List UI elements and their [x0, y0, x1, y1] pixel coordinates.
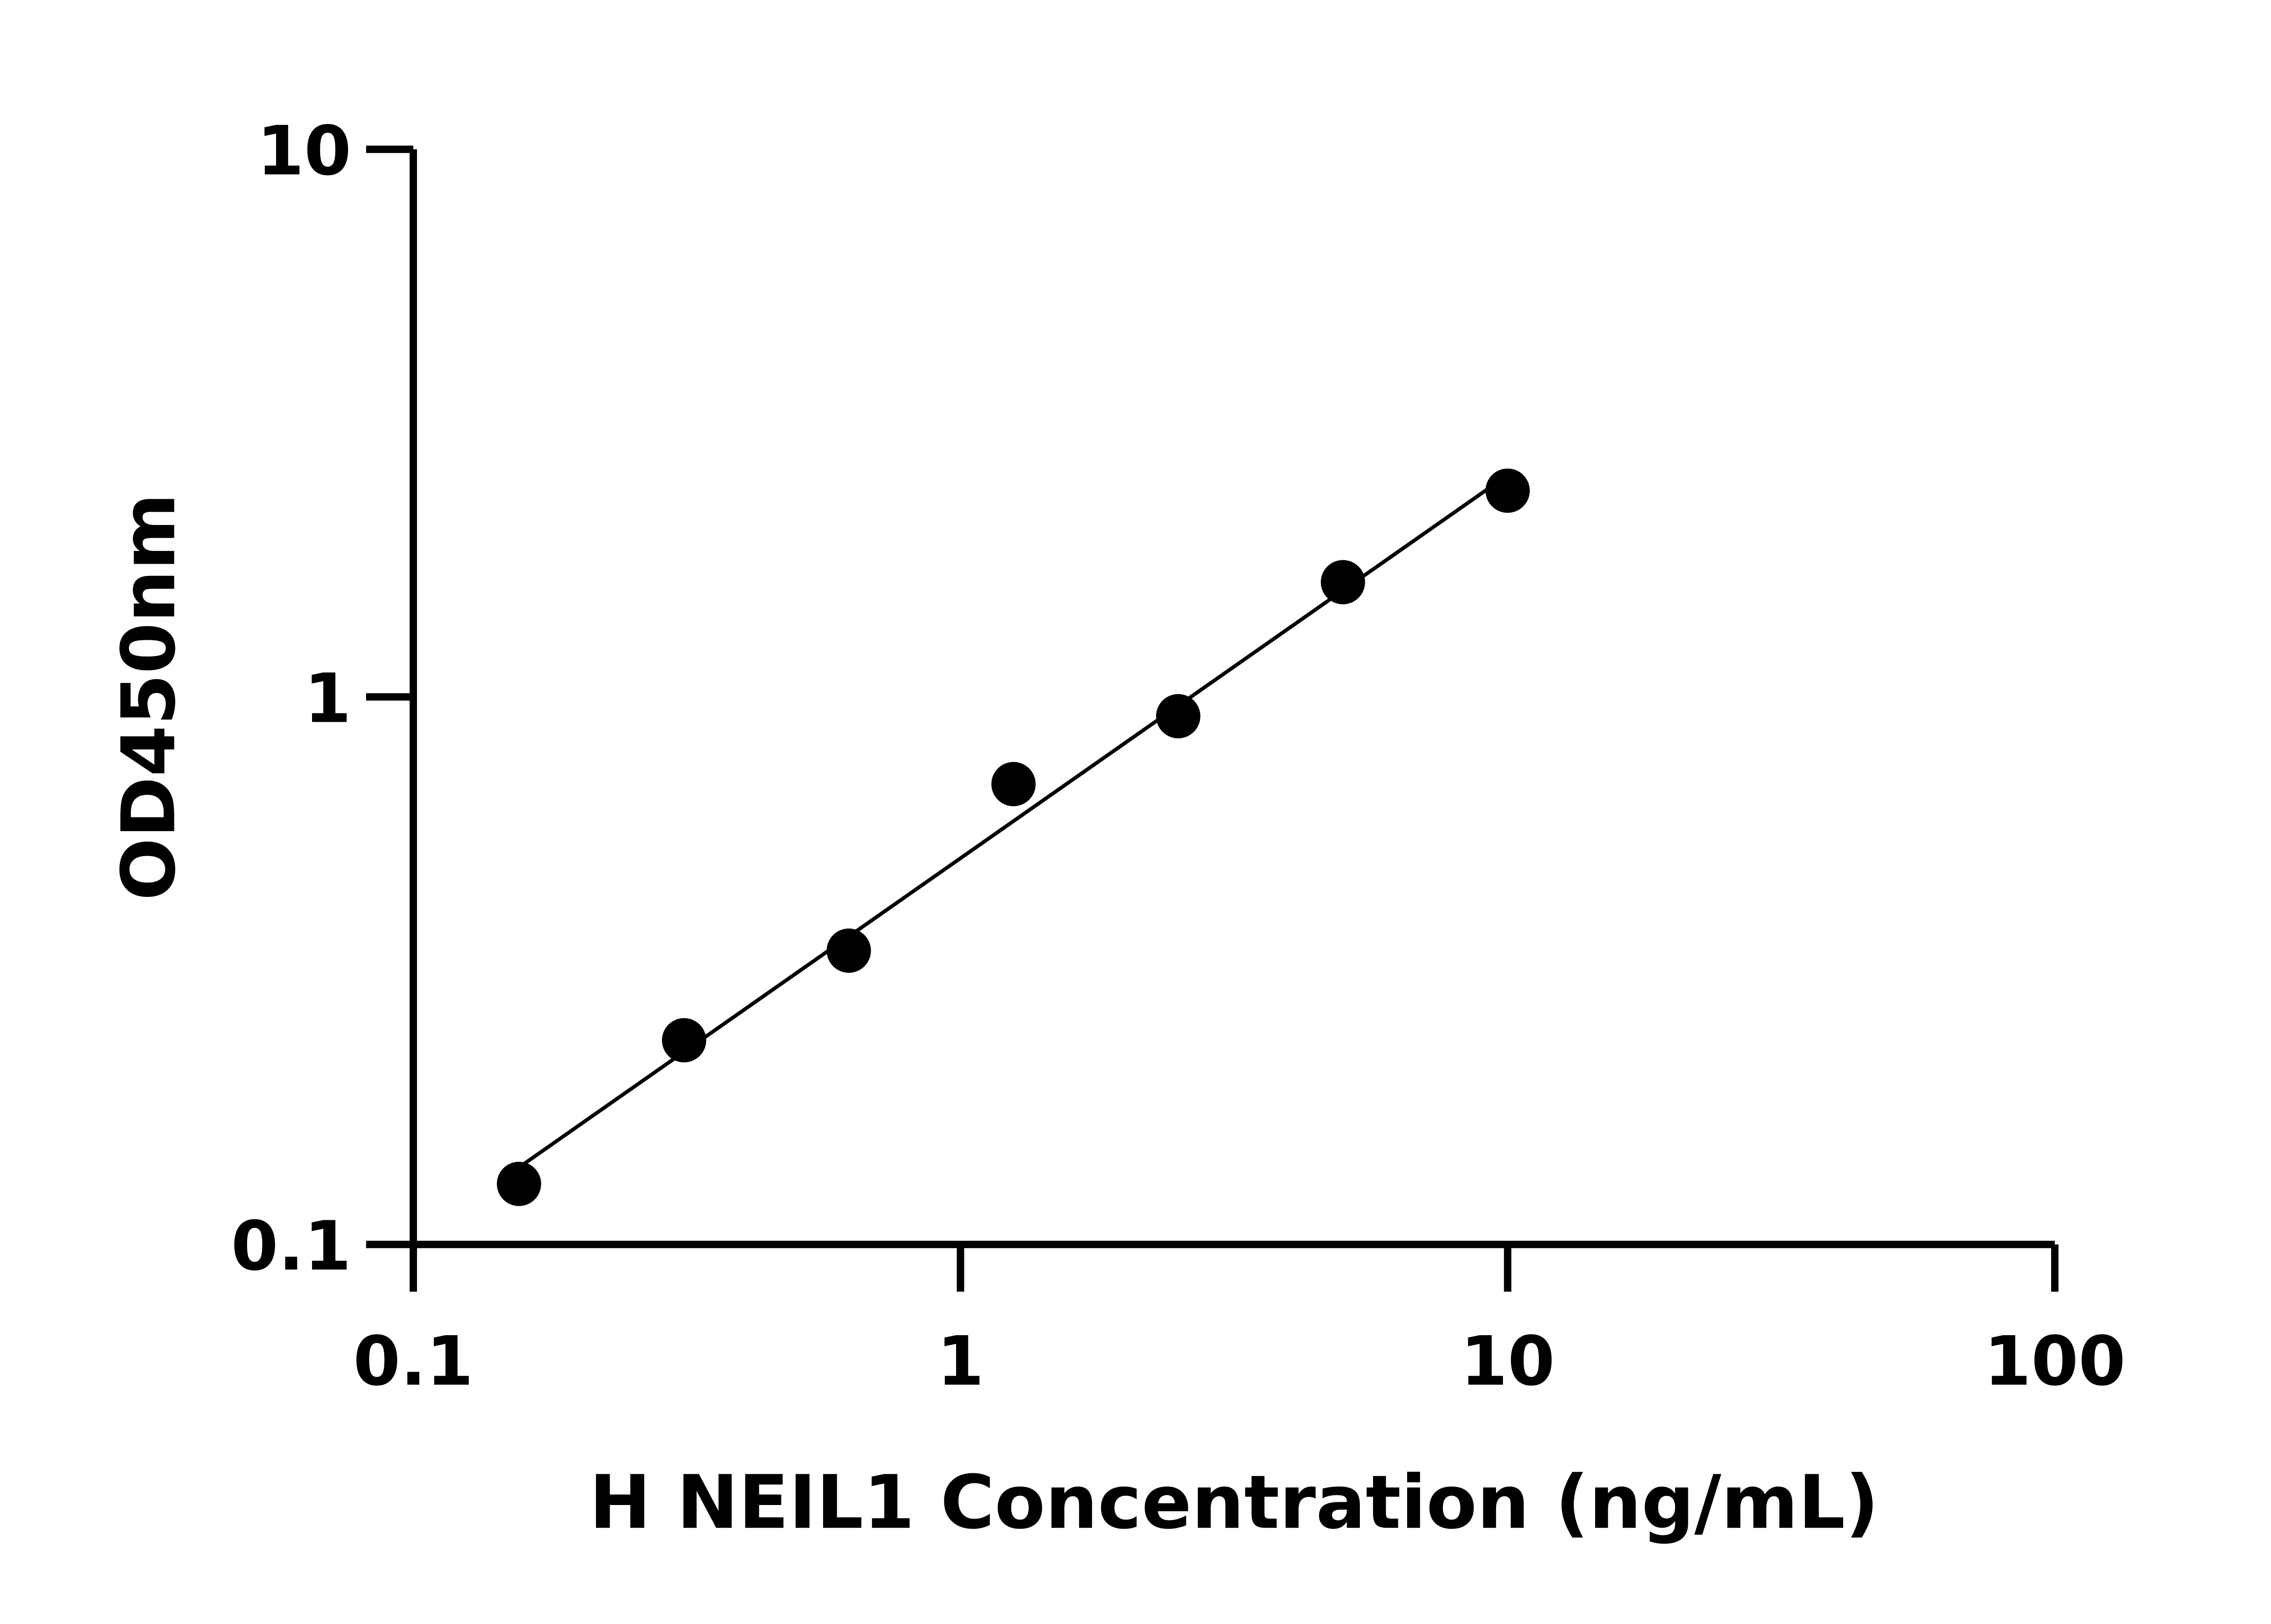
data-points: [496, 468, 1530, 1206]
x-tick-label: 10: [1460, 1322, 1555, 1401]
x-tick-label: 1: [937, 1322, 984, 1401]
data-point: [1485, 468, 1530, 513]
x-tick-label: 0.1: [353, 1322, 474, 1401]
data-point: [827, 928, 871, 973]
axes: 0.1 1 10 100 0.1 1 10: [231, 112, 2126, 1401]
data-point: [662, 1018, 706, 1063]
data-point: [1320, 560, 1365, 604]
y-axis-label: OD450nm: [106, 493, 192, 901]
data-point: [1156, 694, 1200, 738]
data-point: [991, 762, 1036, 807]
y-tick-label: 1: [304, 659, 351, 738]
y-tick-label: 10: [257, 112, 351, 191]
x-axis-label: H NEIL1 Concentration (ng/mL): [589, 1460, 1879, 1545]
y-tick-label: 0.1: [231, 1207, 352, 1286]
data-point: [496, 1162, 541, 1206]
x-tick-label: 100: [1984, 1322, 2126, 1401]
